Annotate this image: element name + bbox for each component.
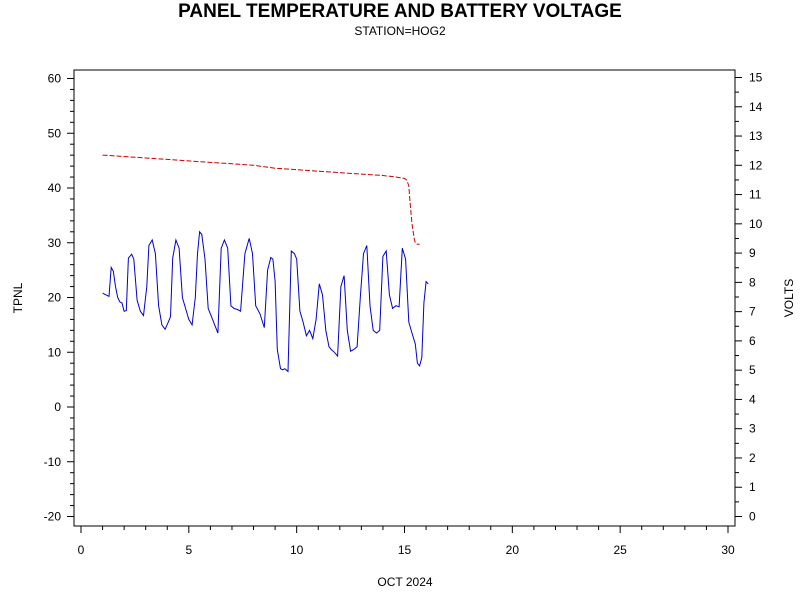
x-tick-label: 0	[78, 543, 85, 557]
x-tick-label: 10	[290, 543, 304, 557]
chart-subtitle: STATION=HOG2	[354, 24, 446, 38]
y-right-tick-label: 5	[749, 363, 756, 377]
x-tick-label: 20	[506, 543, 520, 557]
y-right-tick-label: 10	[749, 217, 763, 231]
y-left-tick-label: 10	[48, 345, 62, 359]
y-right-tick-label: 15	[749, 71, 763, 85]
y-right-tick-label: 1	[749, 480, 756, 494]
y-left-tick-label: 50	[48, 126, 62, 140]
y-right-tick-label: 2	[749, 451, 756, 465]
series-layer	[102, 154, 429, 373]
x-axis-label: OCT 2024	[377, 575, 432, 589]
x-tick-label: 25	[613, 543, 627, 557]
y-right-tick-label: 14	[749, 100, 763, 114]
y-axis-left: -20 -10 0 10 20 30 40 50 60	[44, 72, 74, 524]
x-tick-label: 5	[185, 543, 192, 557]
series-line-volts	[102, 154, 420, 245]
y-right-tick-label: 12	[749, 158, 763, 172]
y-right-tick-label: 3	[749, 422, 756, 436]
y-left-tick-label: -10	[44, 455, 62, 469]
y-left-tick-label: 30	[48, 236, 62, 250]
series-line-tpnl	[102, 230, 429, 373]
y-left-tick-label: 0	[54, 400, 61, 414]
y-right-tick-label: 9	[749, 246, 756, 260]
y-left-tick-label: 20	[48, 291, 62, 305]
y-right-tick-label: 0	[749, 510, 756, 524]
y-right-tick-label: 8	[749, 275, 756, 289]
y-left-tick-label: 40	[48, 181, 62, 195]
y-right-tick-label: 11	[749, 188, 762, 202]
x-tick-label: 30	[721, 543, 735, 557]
y-left-tick-label: -20	[44, 510, 62, 524]
chart-title: PANEL TEMPERATURE AND BATTERY VOLTAGE	[178, 1, 622, 22]
y-left-tick-label: 60	[48, 72, 62, 86]
y-axis-right-label: VOLTS	[782, 279, 796, 317]
x-axis: 0 5 10 15 20 25 30	[78, 526, 735, 557]
y-right-tick-label: 6	[749, 334, 756, 348]
y-right-tick-label: 7	[749, 305, 756, 319]
x-tick-label: 15	[398, 543, 412, 557]
y-right-tick-label: 4	[749, 392, 756, 406]
y-right-tick-label: 13	[749, 129, 763, 143]
plot-frame	[73, 69, 736, 527]
y-axis-left-label: TPNL	[11, 282, 25, 313]
